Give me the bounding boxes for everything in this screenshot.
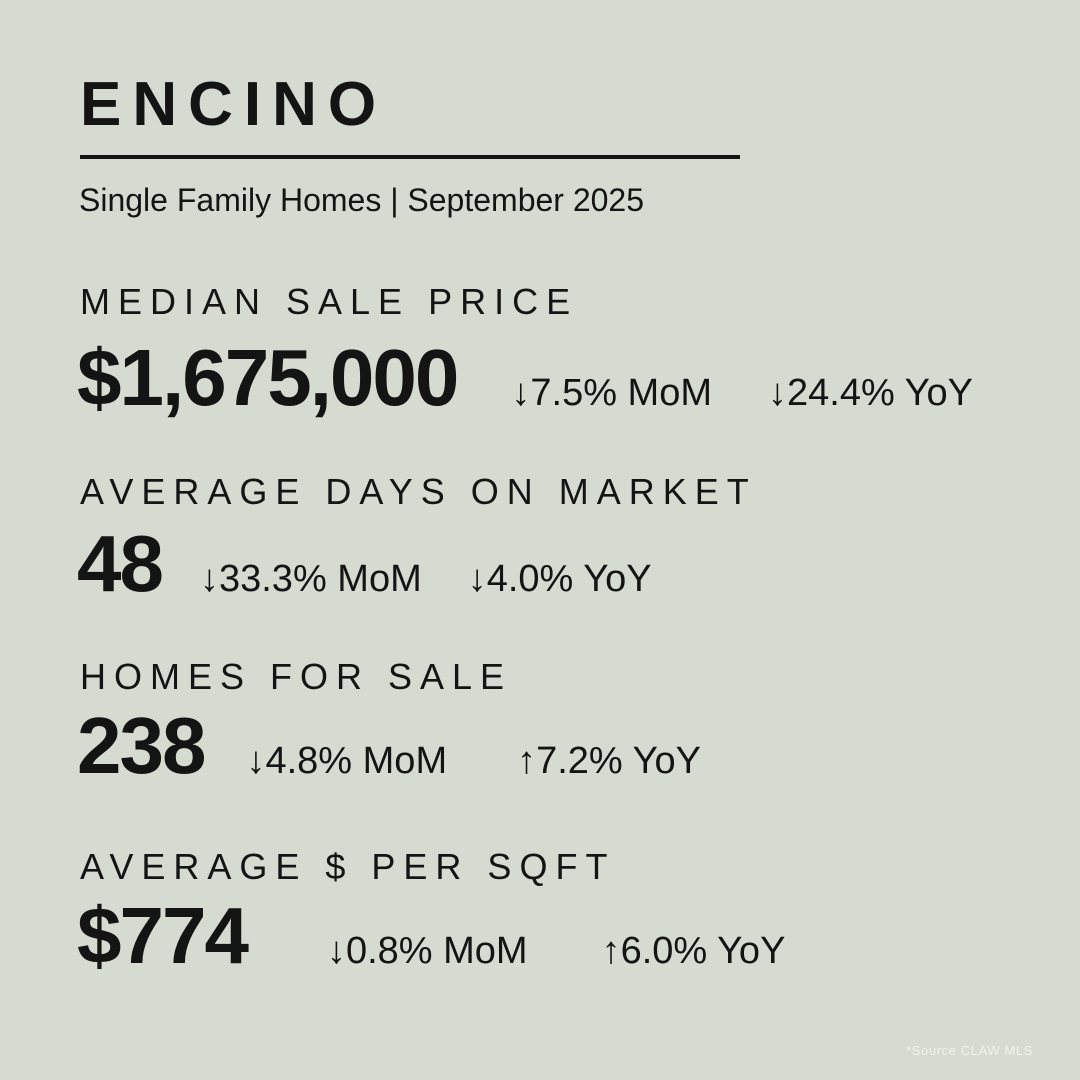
stat-mom-change: ↓0.8% MoM: [327, 932, 528, 970]
stat-label-average-price-per-sqft: AVERAGE $ PER SQFT: [80, 846, 616, 887]
arrow-up-icon: ↑: [517, 740, 537, 782]
source-credit: *Source CLAW MLS: [906, 1043, 1033, 1058]
mom-change-text: 7.5% MoM: [530, 372, 713, 414]
arrow-down-icon: ↓: [511, 372, 531, 414]
stat-label-median-sale-price: MEDIAN SALE PRICE: [80, 281, 579, 322]
yoy-change-text: 4.0% YoY: [486, 558, 652, 600]
mom-change-text: 4.8% MoM: [265, 740, 448, 782]
stat-mom-change: ↓33.3% MoM: [200, 560, 422, 598]
yoy-change-text: 6.0% YoY: [620, 930, 786, 972]
arrow-down-icon: ↓: [326, 930, 346, 972]
arrow-down-icon: ↓: [467, 558, 487, 600]
stat-yoy-change: ↓4.0% YoY: [468, 560, 652, 598]
yoy-change-text: 24.4% YoY: [787, 372, 973, 414]
arrow-down-icon: ↓: [199, 558, 219, 600]
stat-yoy-change: ↓24.4% YoY: [768, 374, 973, 412]
mom-change-text: 0.8% MoM: [345, 930, 528, 972]
stat-yoy-change: ↑6.0% YoY: [602, 932, 786, 970]
stat-row-average-days-on-market: 48 ↓33.3% MoM ↓4.0% YoY: [77, 524, 652, 604]
title-underline: [80, 155, 740, 159]
stat-label-homes-for-sale: HOMES FOR SALE: [80, 656, 513, 697]
arrow-down-icon: ↓: [246, 740, 266, 782]
stat-row-homes-for-sale: 238 ↓4.8% MoM ↑7.2% YoY: [77, 706, 701, 786]
stat-value-median-sale-price: $1,675,000: [77, 333, 459, 422]
arrow-up-icon: ↑: [601, 930, 621, 972]
stat-row-median-sale-price: $1,675,000 ↓7.5% MoM ↓24.4% YoY: [77, 338, 973, 418]
stat-value-average-days-on-market: 48: [77, 519, 164, 608]
stat-value-homes-for-sale: 238: [77, 701, 206, 790]
stat-mom-change: ↓7.5% MoM: [511, 374, 712, 412]
mom-change-text: 33.3% MoM: [218, 558, 422, 600]
stat-mom-change: ↓4.8% MoM: [246, 742, 447, 780]
stat-row-average-price-per-sqft: $774 ↓0.8% MoM ↑6.0% YoY: [77, 896, 785, 976]
report-subtitle: Single Family Homes | September 2025: [79, 182, 645, 218]
yoy-change-text: 7.2% YoY: [536, 740, 701, 782]
stat-value-average-price-per-sqft: $774: [77, 891, 249, 980]
page-title: ENCINO: [80, 70, 388, 139]
stat-yoy-change: ↑7.2% YoY: [517, 742, 701, 780]
stat-label-average-days-on-market: AVERAGE DAYS ON MARKET: [80, 471, 757, 512]
arrow-down-icon: ↓: [768, 372, 788, 414]
